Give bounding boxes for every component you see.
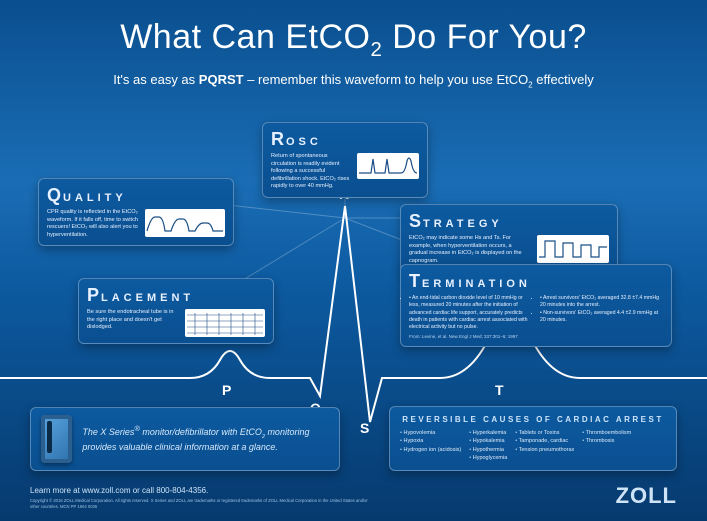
causes-box: REVERSIBLE CAUSES OF CARDIAC ARREST Hypo… bbox=[389, 406, 677, 471]
causes-title: REVERSIBLE CAUSES OF CARDIAC ARREST bbox=[400, 415, 666, 424]
causes-col: Thromboembolism Thrombosis bbox=[582, 429, 631, 462]
label-s: S bbox=[360, 420, 369, 436]
card-quality: QUALITY CPR quality is reflected in the … bbox=[38, 178, 234, 246]
card-strategy-text: EtCO₂ may indicate some Hs and Ts. For e… bbox=[409, 235, 531, 265]
card-rosc: ROSC Return of spontaneous circulation i… bbox=[262, 122, 428, 198]
causes-columns: Hypovolemia Hypoxia Hydrogen ion (acidos… bbox=[400, 429, 666, 462]
page-title: What Can EtCO2 Do For You? bbox=[0, 18, 707, 62]
card-termination-list: An end-tidal carbon dioxide level of 10 … bbox=[409, 295, 663, 331]
footer-legal: Copyright © 2016 ZOLL Medical Corporatio… bbox=[30, 498, 370, 509]
card-placement: PLACEMENT Be sure the endotracheal tube … bbox=[78, 278, 274, 344]
device-box: The X Series® monitor/defibrillator with… bbox=[30, 407, 340, 471]
footer: Learn more at www.zoll.com or call 800-8… bbox=[30, 483, 677, 509]
zoll-logo: ZOLL bbox=[616, 483, 677, 509]
card-placement-head: PLACEMENT bbox=[87, 285, 265, 306]
label-p: P bbox=[222, 382, 231, 398]
footer-learn: Learn more at www.zoll.com or call 800-8… bbox=[30, 486, 370, 495]
card-strategy-chart bbox=[537, 235, 609, 263]
card-rosc-text: Return of spontaneous circulation is rea… bbox=[271, 153, 351, 191]
card-placement-text: Be sure the endotracheal tube is in the … bbox=[87, 309, 179, 337]
card-quality-text: CPR quality is reflected in the EtCO₂ wa… bbox=[47, 209, 139, 239]
card-quality-head: QUALITY bbox=[47, 185, 225, 206]
card-rosc-chart bbox=[357, 153, 419, 179]
label-t: T bbox=[495, 382, 504, 398]
card-placement-chart bbox=[185, 309, 265, 337]
causes-col: Hypovolemia Hypoxia Hydrogen ion (acidos… bbox=[400, 429, 461, 462]
card-quality-chart bbox=[145, 209, 225, 237]
card-rosc-head: ROSC bbox=[271, 129, 419, 150]
card-termination-cite: From: Levine, et al. New Engl J Med; 337… bbox=[409, 334, 663, 340]
card-strategy: STRATEGY EtCO₂ may indicate some Hs and … bbox=[400, 204, 618, 272]
card-termination: TERMINATION An end-tidal carbon dioxide … bbox=[400, 264, 672, 347]
card-strategy-head: STRATEGY bbox=[409, 211, 609, 232]
title-post: Do For You? bbox=[382, 18, 586, 56]
causes-col: Tablets or Toxins Tamponade, cardiac Ten… bbox=[515, 429, 574, 462]
device-image bbox=[41, 415, 72, 463]
card-termination-head: TERMINATION bbox=[409, 271, 663, 292]
title-sub: 2 bbox=[370, 39, 382, 61]
title-pre: What Can EtCO bbox=[120, 18, 370, 56]
device-text: The X Series® monitor/defibrillator with… bbox=[82, 424, 329, 454]
footer-left: Learn more at www.zoll.com or call 800-8… bbox=[30, 486, 370, 509]
subtitle: It's as easy as PQRST – remember this wa… bbox=[0, 72, 707, 90]
causes-col: Hyperkalemia Hypokalemia Hypothermia Hyp… bbox=[469, 429, 507, 462]
